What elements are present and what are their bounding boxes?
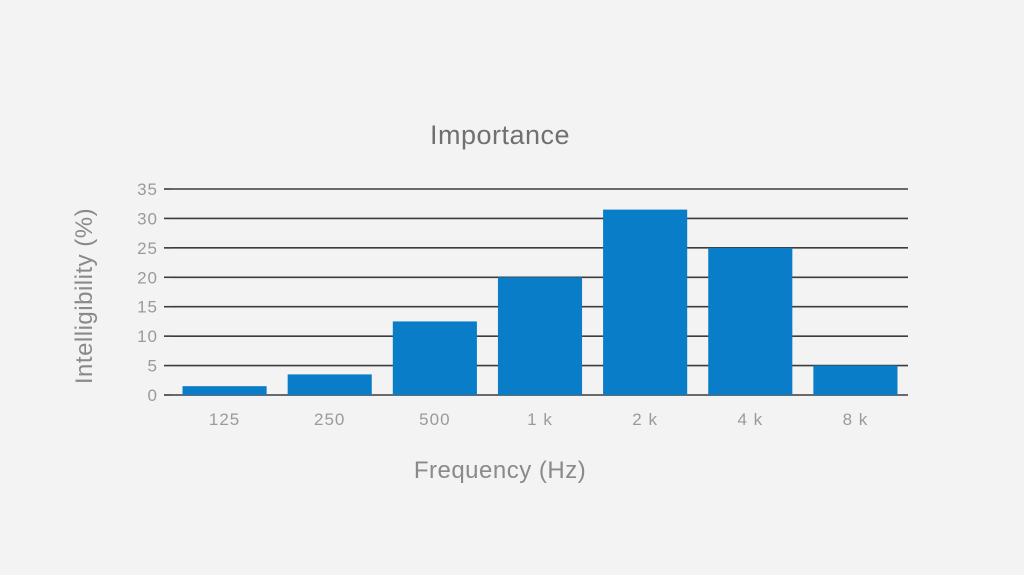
- y-tick-label-15: 15: [137, 298, 158, 317]
- bar-2k: [603, 209, 688, 395]
- y-tick-label-10: 10: [137, 327, 158, 346]
- y-tick-label-0: 0: [148, 386, 158, 405]
- bar-1k: [497, 277, 583, 395]
- x-tick-label-2k: 2 k: [632, 410, 658, 429]
- x-axis-ticks: 125 250 500 1 k 2 k 4 k 8 k: [209, 410, 869, 429]
- y-tick-label-5: 5: [148, 357, 158, 376]
- bar-250: [287, 374, 372, 395]
- chart-title: Importance: [430, 120, 570, 150]
- x-tick-label-1k: 1 k: [527, 410, 553, 429]
- y-axis-ticks: 0 5 10 15 20 25 30 35: [137, 180, 172, 405]
- x-tick-label-8k: 8 k: [843, 410, 869, 429]
- x-tick-label-4k: 4 k: [737, 410, 763, 429]
- y-tick-label-35: 35: [137, 180, 158, 199]
- bars: [182, 209, 898, 395]
- bar-125: [182, 386, 267, 395]
- x-axis-label: Frequency (Hz): [414, 457, 586, 484]
- bar-4k: [708, 247, 793, 395]
- x-tick-label-125: 125: [209, 410, 240, 429]
- bar-500: [392, 321, 477, 395]
- x-tick-label-250: 250: [314, 410, 345, 429]
- y-axis-label: Intelligibility (%): [71, 208, 98, 384]
- y-tick-label-25: 25: [137, 239, 158, 258]
- y-tick-label-30: 30: [137, 209, 158, 228]
- x-tick-label-500: 500: [419, 410, 450, 429]
- y-tick-label-20: 20: [137, 268, 158, 287]
- bar-8k: [813, 365, 898, 395]
